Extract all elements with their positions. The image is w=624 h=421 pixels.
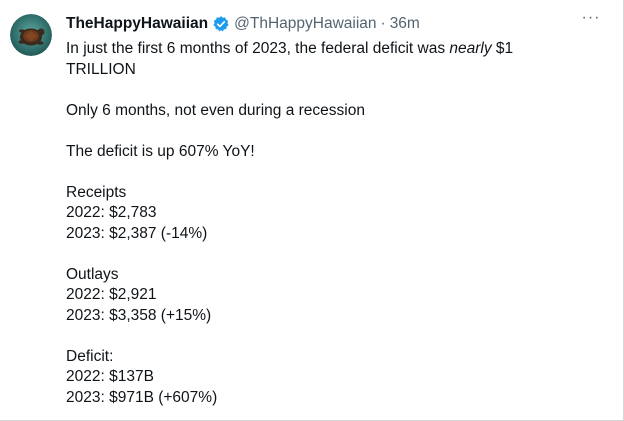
receipts-title: Receipts bbox=[66, 183, 127, 201]
intro-emphasis: nearly bbox=[449, 40, 492, 57]
tweet-text: In just the first 6 months of 2023, the … bbox=[66, 39, 586, 408]
outlays-2022: 2022: $2,921 bbox=[66, 286, 157, 303]
intro-trillion: TRILLION bbox=[66, 60, 136, 78]
deficit-title: Deficit: bbox=[66, 347, 114, 365]
author-display-name[interactable]: TheHappyHawaiian bbox=[66, 15, 209, 32]
intro-line: In just the first 6 months of 2023, the … bbox=[66, 39, 586, 60]
intro-text-b: $1 bbox=[491, 40, 514, 57]
outlays-2023: 2023: $3,358 (+15%) bbox=[66, 306, 212, 324]
deficit-up-line: The deficit is up 607% YoY! bbox=[66, 142, 255, 160]
verified-badge-icon bbox=[212, 15, 230, 33]
deficit-2023: 2023: $971B (+607%) bbox=[66, 388, 218, 406]
header-separator: · bbox=[380, 15, 386, 32]
receipts-2022: 2022: $2,783 bbox=[66, 204, 157, 221]
outlays-title: Outlays bbox=[66, 265, 119, 283]
more-options-icon[interactable]: ··· bbox=[581, 9, 601, 26]
author-handle[interactable]: @ThHappyHawaiian bbox=[234, 15, 377, 32]
tweet-timestamp[interactable]: 36m bbox=[389, 15, 420, 32]
intro-text-a: In just the first 6 months of 2023, the … bbox=[66, 40, 450, 57]
receipts-2023: 2023: $2,387 (-14%) bbox=[66, 224, 208, 242]
deficit-2022: 2022: $137B bbox=[66, 368, 154, 385]
turtle-avatar-icon[interactable] bbox=[10, 14, 52, 56]
tweet-header: TheHappyHawaiian @ThHappyHawaiian · 36m bbox=[66, 13, 420, 35]
recession-line: Only 6 months, not even during a recessi… bbox=[66, 101, 365, 119]
